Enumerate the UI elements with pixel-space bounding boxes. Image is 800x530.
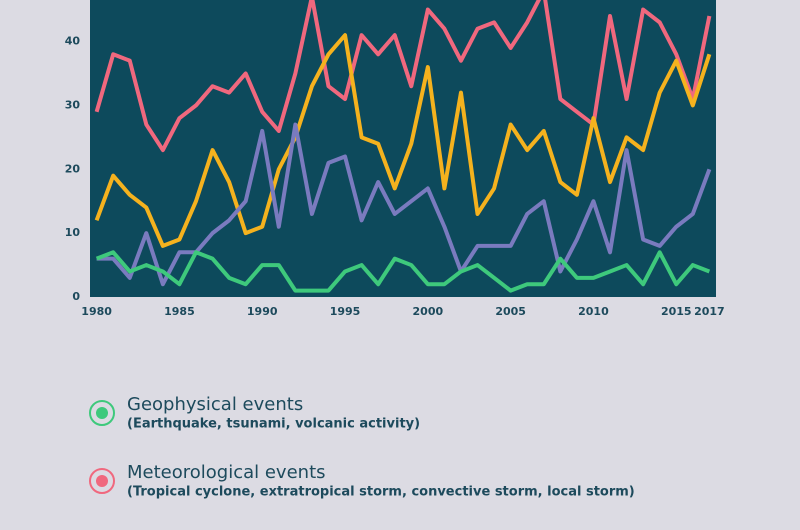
x-tick-label: 2010 — [578, 305, 609, 318]
y-tick-label: 40 — [65, 35, 81, 48]
series-line — [95, 250, 711, 293]
legend-ring — [89, 468, 115, 494]
x-tick-label: 2017 — [694, 305, 725, 318]
y-tick-label: 30 — [65, 98, 81, 111]
x-tick-label: 2015 — [661, 305, 692, 318]
plot-lines — [94, 0, 712, 293]
x-tick-label: 2005 — [495, 305, 526, 318]
legend-description: (Tropical cyclone, extratropical storm, … — [127, 485, 635, 500]
x-tick-label: 2000 — [413, 305, 444, 318]
series-line — [96, 122, 712, 287]
legend-label: Geophysical events — [127, 394, 303, 415]
x-tick-label: 1980 — [81, 305, 112, 318]
series-line — [94, 0, 712, 153]
legend-description: (Earthquake, tsunami, volcanic activity) — [127, 417, 420, 432]
x-tick-label: 1985 — [164, 305, 195, 318]
legend-dot — [96, 475, 108, 487]
legend-dot — [96, 407, 108, 419]
x-tick-label: 1990 — [247, 305, 278, 318]
series-line — [94, 33, 712, 248]
y-tick-label: 10 — [65, 226, 81, 239]
y-tick-label: 20 — [65, 162, 81, 175]
legend-ring — [89, 400, 115, 426]
y-tick-label: 0 — [72, 290, 80, 303]
x-tick-label: 1995 — [330, 305, 361, 318]
legend-label: Meteorological events — [127, 462, 326, 483]
